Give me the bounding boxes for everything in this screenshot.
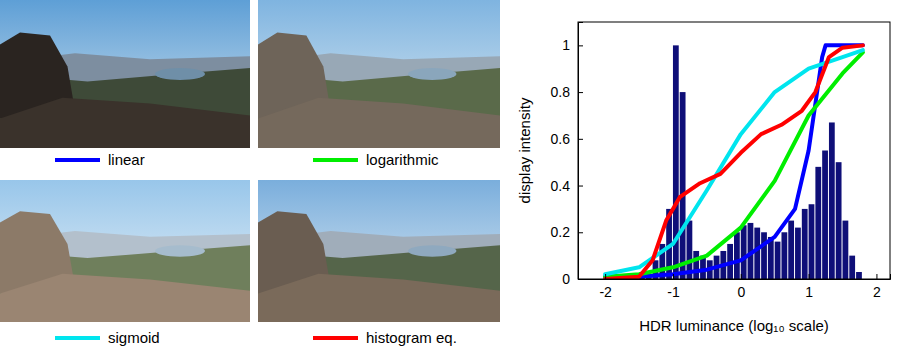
photo-lake (408, 68, 456, 80)
histogram-bar (822, 151, 828, 280)
y-tick-label: 0.4 (551, 178, 571, 194)
histogram-bar (775, 242, 781, 279)
histogram-bar (829, 122, 835, 279)
y-axis: 0 0.2 0.4 0.6 0.8 1 (551, 23, 583, 287)
legend-swatch (313, 336, 358, 340)
x-tick-mark (741, 274, 742, 279)
legend-label: linear (108, 151, 145, 168)
legend-item: histogram eq. (313, 329, 457, 346)
legend-label: sigmoid (108, 329, 160, 346)
histogram-bar (741, 225, 747, 279)
legend-item: logarithmic (313, 151, 439, 168)
histogram-bar (856, 272, 862, 279)
x-tick-label: 2 (873, 284, 881, 300)
y-tick: 0.6 (551, 131, 583, 147)
x-tick: -1 (667, 274, 680, 300)
legend-item: sigmoid (55, 329, 160, 346)
y-tick-mark (578, 92, 583, 93)
photo-wall (0, 274, 250, 322)
legend-label: logarithmic (366, 151, 439, 168)
legend-swatch (55, 158, 100, 162)
x-axis-line (579, 274, 891, 280)
x-tick: -2 (599, 274, 612, 300)
photo-wall (258, 274, 500, 322)
photo (0, 180, 250, 322)
x-tick: 1 (805, 274, 813, 300)
x-axis: -2 -1 0 1 2 (579, 274, 891, 300)
y-tick: 0 (562, 271, 583, 287)
histogram-bar (680, 92, 686, 279)
x-tick-mark (809, 274, 810, 279)
y-axis-title: display intensity (516, 97, 533, 203)
y-tick-mark (578, 232, 583, 233)
histogram-bar (761, 232, 767, 279)
legend-swatch (313, 158, 358, 162)
plot-background (578, 22, 890, 279)
photo-sky (0, 180, 250, 322)
histogram-bar (788, 221, 794, 279)
legend-label: histogram eq. (366, 329, 457, 346)
photo (258, 0, 500, 148)
y-tick-label: 1 (562, 37, 570, 53)
figure: linearlogarithmicsigmoidhistogram eq.-2-… (0, 0, 905, 349)
y-tick-mark (578, 139, 583, 140)
legend-item: linear (55, 151, 145, 168)
x-tick-label: 1 (805, 284, 813, 300)
histogram-bar (781, 232, 787, 279)
histogram-bar (802, 209, 808, 279)
photo-sky (0, 0, 250, 148)
photo-wall (0, 98, 250, 148)
y-tick-mark (578, 45, 583, 46)
y-tick: 1 (562, 37, 583, 53)
x-tick-mark (673, 274, 674, 279)
x-tick-label: -2 (599, 284, 612, 300)
y-tick-label: 0.2 (551, 224, 571, 240)
curve (605, 52, 863, 276)
x-tick: 0 (737, 274, 745, 300)
x-tick-mark (605, 274, 606, 279)
y-tick-label: 0.6 (551, 131, 571, 147)
histogram-bar (809, 204, 815, 279)
y-tick-label: 0.8 (551, 84, 571, 100)
photo-lake (408, 245, 456, 256)
histogram-bar (843, 221, 849, 279)
photo-lake (155, 68, 205, 80)
y-axis-line (579, 23, 584, 280)
histogram-bar (849, 256, 855, 279)
photo-lake (155, 245, 205, 256)
plot-frame (578, 22, 890, 279)
histogram-bar (734, 232, 740, 279)
x-tick-mark (876, 274, 877, 279)
histogram-bar (815, 167, 821, 279)
x-tick-label: 0 (737, 284, 745, 300)
photo (258, 180, 500, 322)
curve (605, 45, 863, 279)
histogram-bar (836, 162, 842, 279)
y-tick: 0.4 (551, 178, 583, 194)
x-tick: 2 (873, 274, 881, 300)
x-axis-title: HDR luminance (log₁₀ scale) (639, 317, 829, 334)
histogram-bar (795, 228, 801, 279)
photo-wall (258, 98, 500, 148)
y-tick-mark (578, 186, 583, 187)
photo-sky (258, 0, 500, 148)
marks (605, 45, 863, 279)
y-tick-label: 0 (562, 271, 570, 287)
y-tick: 0.2 (551, 224, 583, 240)
x-tick-label: -1 (667, 284, 680, 300)
photo (0, 0, 250, 148)
histogram-bar (754, 228, 760, 279)
photo-sky (258, 180, 500, 322)
y-tick-mark (578, 279, 583, 280)
histogram-bar (693, 251, 699, 279)
legend-swatch (55, 336, 100, 340)
y-tick: 0.8 (551, 84, 583, 100)
